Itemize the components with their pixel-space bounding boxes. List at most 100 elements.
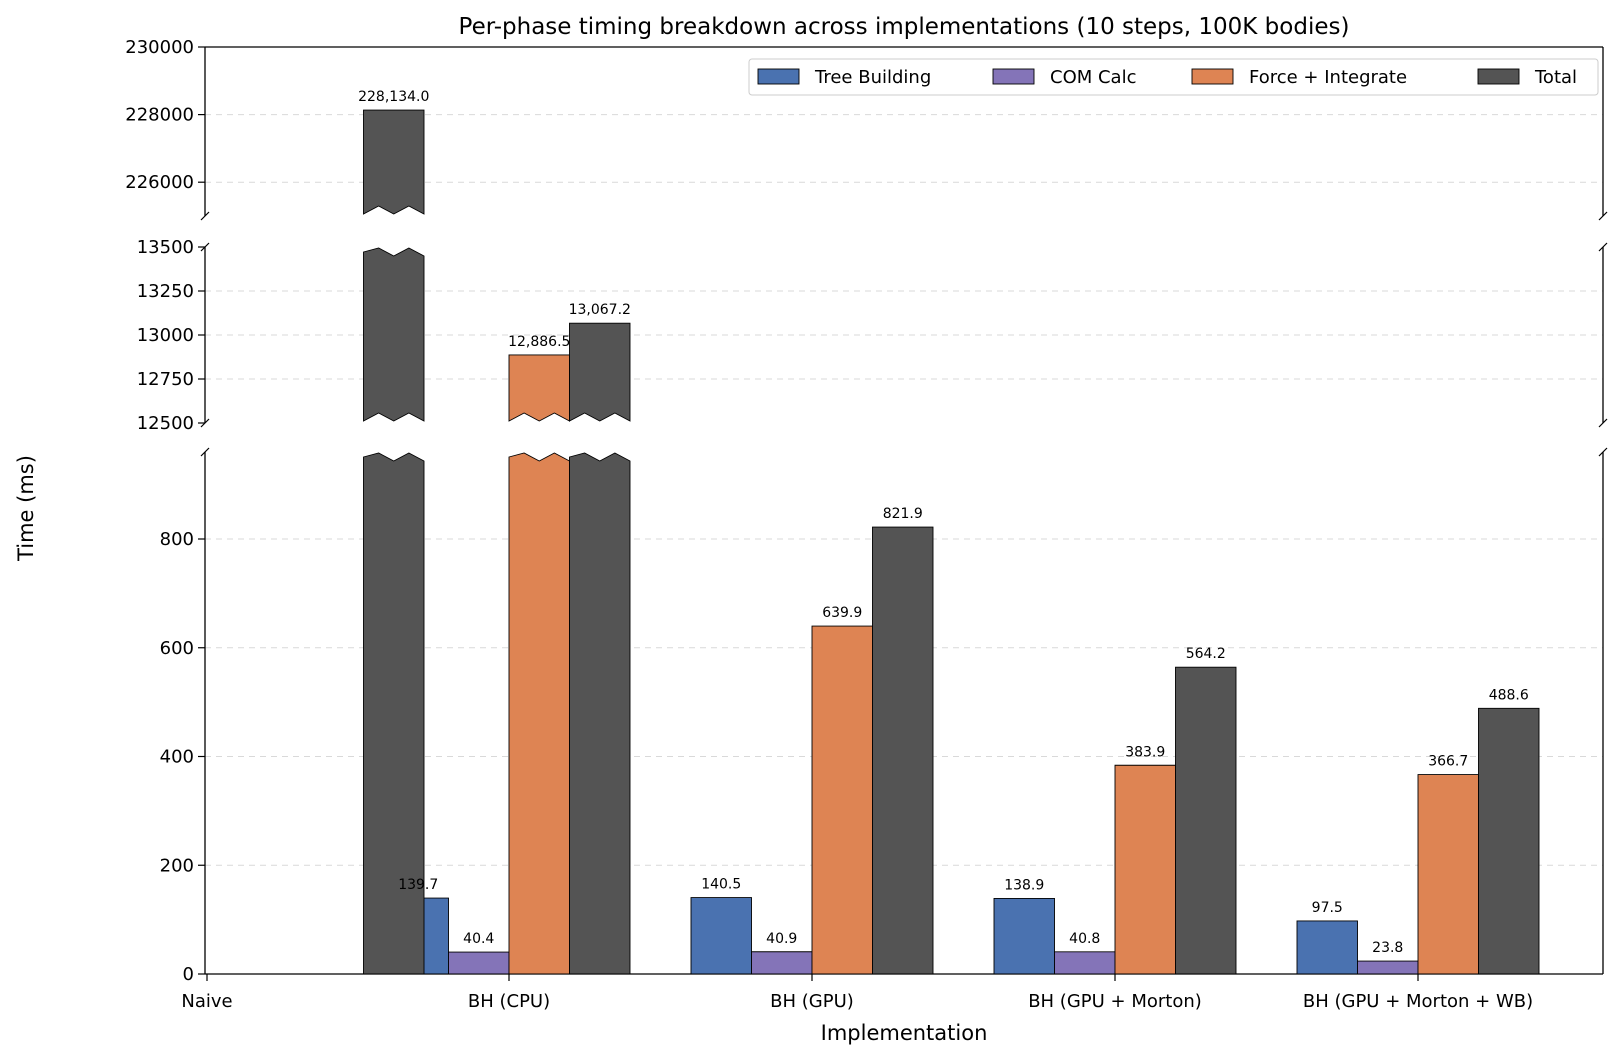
legend-item: Total (1477, 67, 1577, 88)
spine-break-mark (200, 418, 210, 428)
bar (993, 898, 1055, 975)
bar-segment (872, 526, 934, 975)
y-tick-label: 0 (183, 964, 194, 985)
bar (1417, 774, 1479, 975)
data-label: 564.2 (1186, 646, 1226, 662)
bar-segment (363, 452, 425, 975)
spine-break-mark (1598, 447, 1608, 457)
y-tick-label: 13250 (137, 281, 194, 302)
legend-label: Force + Integrate (1249, 67, 1407, 88)
legend-item: Force + Integrate (1191, 67, 1407, 88)
bar-segment (751, 951, 813, 975)
data-label: 40.9 (766, 931, 797, 947)
spine-break-mark (200, 242, 210, 252)
data-label: 40.4 (463, 931, 494, 947)
x-tick-label: BH (GPU + Morton) (1028, 991, 1202, 1012)
data-label: 138.9 (1004, 877, 1044, 893)
axis-break-markers (200, 211, 1608, 457)
y-tick-label: 12500 (137, 413, 194, 434)
legend-item: COM Calc (992, 67, 1136, 88)
bar (872, 526, 934, 975)
data-label: 639.9 (822, 605, 862, 621)
x-tick-label: BH (GPU + Morton + WB) (1303, 991, 1533, 1012)
bar (1478, 707, 1540, 975)
bar-segment (508, 452, 570, 975)
x-axis-ticks: Naive BH (CPU) BH (GPU) BH (GPU + Morton) BH… (181, 974, 1533, 1012)
legend-swatch (1477, 68, 1520, 85)
bar-segment (1114, 764, 1176, 975)
legend-frame (748, 58, 1599, 96)
bar-segment (508, 354, 570, 422)
bar-segment (1175, 666, 1237, 975)
chart-title: Per-phase timing breakdown across implem… (459, 14, 1350, 40)
bar-segment (1296, 920, 1358, 975)
data-label: 23.8 (1372, 940, 1403, 956)
x-tick-label: BH (CPU) (468, 991, 550, 1012)
legend-swatch (992, 68, 1035, 85)
y-tick-label: 226000 (125, 172, 194, 193)
bar-segment (690, 897, 752, 975)
x-axis-label: Implementation (821, 1021, 988, 1045)
legend-swatch (1191, 68, 1234, 85)
bar-segment (569, 452, 631, 975)
bar-segment (569, 322, 631, 422)
data-label: 139.7 (398, 877, 438, 893)
spine-break-mark (200, 447, 210, 457)
spine-break-mark (1598, 242, 1608, 252)
y-tick-label: 13500 (137, 237, 194, 258)
bar-segment (993, 898, 1055, 975)
panel-2: 12500 12750 13000 13250 13500 (137, 237, 1604, 434)
bar (448, 951, 510, 975)
legend-label: Tree Building (814, 67, 931, 88)
data-label: 488.6 (1489, 687, 1529, 703)
y-tick-label: 400 (160, 747, 194, 768)
data-label: 97.5 (1312, 900, 1343, 916)
data-label: 366.7 (1428, 754, 1468, 770)
bar-segment (811, 625, 873, 975)
bar (363, 109, 425, 975)
legend-label: COM Calc (1050, 67, 1136, 88)
bar (1054, 951, 1116, 975)
legend-label: Total (1534, 67, 1577, 88)
chart-legend: Tree Building COM Calc Force + Integrate To… (748, 58, 1599, 96)
bar (690, 897, 752, 975)
bar (569, 322, 631, 975)
legend-swatch (757, 68, 800, 85)
bar (1175, 666, 1237, 975)
bar (1114, 764, 1176, 975)
y-tick-label: 200 (160, 855, 194, 876)
bars-layer (363, 109, 1540, 975)
data-labels-layer: 139.7 140.5 138.9 97.5 40.4 40.9 40.8 23.8 12,88… (358, 89, 1529, 956)
data-label: 40.8 (1069, 931, 1100, 947)
y-axis-label: Time (ms) (14, 455, 38, 562)
spine-break-mark (1598, 211, 1608, 221)
y-tick-label: 230000 (125, 37, 194, 58)
bar-segment (363, 247, 425, 422)
panel-1: 226000 228000 230000 (125, 37, 1604, 216)
bar-segment (1357, 960, 1419, 975)
data-label: 383.9 (1125, 744, 1165, 760)
bar-segment (363, 109, 425, 215)
bar (751, 951, 813, 975)
data-label: 13,067.2 (569, 302, 631, 318)
bar (1296, 920, 1358, 975)
y-tick-label: 228000 (125, 105, 194, 126)
bar-segment (1054, 951, 1116, 975)
y-tick-label: 800 (160, 529, 194, 550)
y-tick-label: 600 (160, 638, 194, 659)
x-tick-label: Naive (181, 991, 232, 1012)
spine-break-mark (200, 211, 210, 221)
bar (1357, 960, 1419, 975)
spine-break-mark (1598, 418, 1608, 428)
x-tick-label: BH (GPU) (770, 991, 854, 1012)
bar (508, 354, 570, 975)
data-label: 12,886.5 (508, 334, 570, 350)
y-tick-label: 12750 (137, 369, 194, 390)
y-tick-label: 13000 (137, 325, 194, 346)
data-label: 140.5 (701, 877, 741, 893)
bar-segment (448, 951, 510, 975)
bar (811, 625, 873, 975)
bar-segment (1417, 774, 1479, 975)
data-label: 228,134.0 (358, 89, 429, 105)
